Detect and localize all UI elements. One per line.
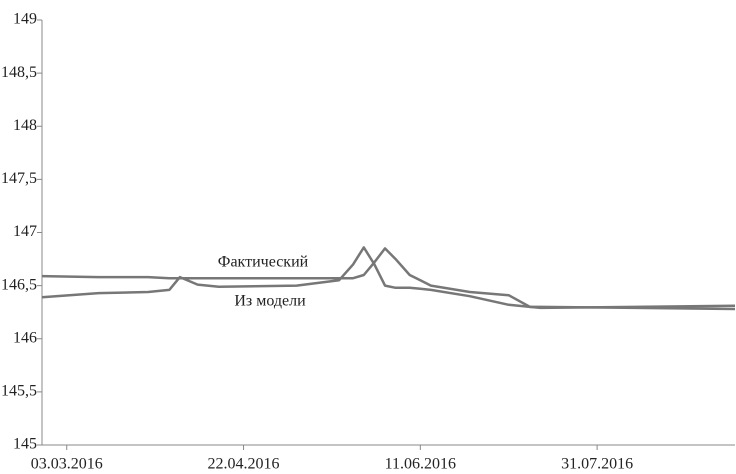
y-tick-label: 148,5 <box>1 64 37 81</box>
y-tick-label: 147 <box>13 223 37 240</box>
y-tick-label: 146,5 <box>1 276 37 293</box>
series-label: Из модели <box>234 293 306 310</box>
x-tick-label: 11.06.2016 <box>385 456 456 473</box>
y-tick-label: 145 <box>13 436 37 453</box>
y-tick-label: 145,5 <box>1 383 37 400</box>
series-line <box>41 247 736 310</box>
x-tick-label: 22.04.2016 <box>208 456 280 473</box>
y-tick-label: 149 <box>13 11 37 28</box>
x-tick-label: 31.07.2016 <box>561 456 633 473</box>
y-tick-label: 147,5 <box>1 170 37 187</box>
y-tick-label: 146 <box>13 329 37 346</box>
series-line <box>41 246 736 311</box>
y-tick-label: 148 <box>13 117 37 134</box>
x-tick-label: 03.03.2016 <box>31 456 103 473</box>
series-label: Фактический <box>218 254 309 271</box>
